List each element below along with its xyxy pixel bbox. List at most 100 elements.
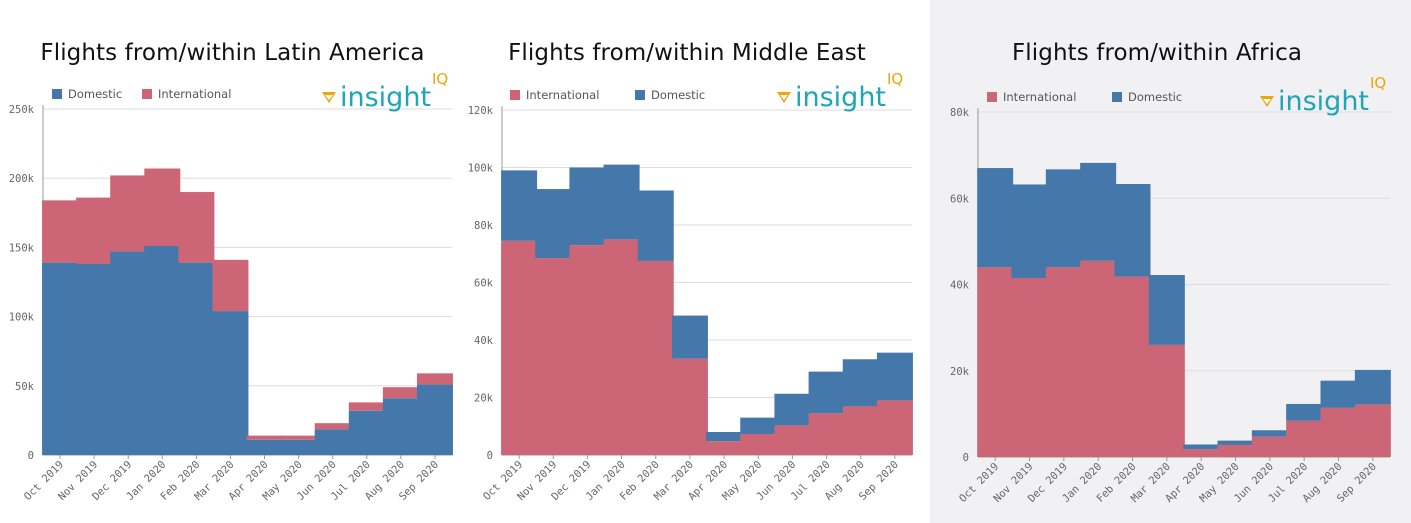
- bar-international-mar-2020: [212, 259, 249, 312]
- logo-accent: IQ: [887, 70, 903, 88]
- bar-international-jan-2020: [603, 239, 640, 455]
- legend-swatch-international: [142, 89, 152, 99]
- y-tick-label: 60k: [950, 193, 970, 205]
- bar-international-apr-2020: [1183, 449, 1220, 457]
- legend-swatch-domestic: [635, 90, 645, 100]
- bar-international-mar-2020: [1148, 344, 1185, 457]
- bar-international-feb-2020: [637, 260, 674, 455]
- bar-international-jul-2020: [1286, 420, 1323, 457]
- bar-domestic-feb-2020: [637, 190, 674, 261]
- logo-accent: IQ: [1370, 74, 1386, 92]
- bar-international-jan-2020: [144, 168, 181, 247]
- bar-domestic-dec-2019: [1045, 169, 1082, 268]
- y-tick-label: 20k: [950, 366, 970, 378]
- bar-international-dec-2019: [110, 175, 147, 252]
- logo-text: insight: [795, 82, 886, 113]
- bar-international-oct-2019: [977, 267, 1014, 457]
- bar-domestic-dec-2019: [110, 251, 147, 455]
- bar-domestic-may-2020: [1217, 440, 1254, 445]
- legend-label-international: International: [1003, 90, 1076, 104]
- bar-domestic-feb-2020: [1114, 184, 1151, 277]
- chart-title: Flights from/within Middle East: [508, 40, 866, 66]
- y-tick-label: 0: [963, 452, 969, 464]
- bar-domestic-jun-2020: [774, 393, 811, 426]
- bar-domestic-jul-2020: [348, 410, 385, 455]
- y-tick-label: 150k: [9, 242, 35, 254]
- y-tick-label: 80k: [474, 220, 494, 232]
- bar-international-nov-2019: [1011, 278, 1048, 457]
- bar-international-jan-2020: [1080, 260, 1117, 457]
- bar-domestic-feb-2020: [178, 262, 215, 455]
- legend-label-domestic: Domestic: [651, 88, 705, 102]
- bar-domestic-sep-2020: [876, 352, 913, 401]
- bar-domestic-sep-2020: [1354, 369, 1391, 405]
- bar-international-jul-2020: [808, 413, 845, 455]
- bar-domestic-apr-2020: [1183, 444, 1220, 450]
- chart-panel-middle-east: Flights from/within Middle East 120k 100k…: [452, 0, 922, 523]
- bar-domestic-jul-2020: [808, 371, 845, 414]
- bar-domestic-nov-2019: [76, 264, 113, 455]
- bar-domestic-may-2020: [280, 439, 317, 455]
- chart-title: Flights from/within Latin America: [40, 40, 425, 66]
- y-tick-label: 50k: [15, 381, 35, 393]
- y-tick-label: 80k: [950, 107, 970, 119]
- bar-domestic-aug-2020: [382, 398, 419, 455]
- bar-international-apr-2020: [246, 435, 283, 440]
- bar-international-oct-2019: [501, 240, 538, 455]
- bar-domestic-oct-2019: [977, 168, 1014, 268]
- logo-accent: IQ: [432, 70, 448, 88]
- bar-international-jun-2020: [314, 423, 351, 430]
- bar-international-jun-2020: [1251, 436, 1288, 457]
- bar-international-sep-2020: [416, 373, 453, 385]
- bar-domestic-jun-2020: [1251, 430, 1288, 437]
- bar-international-jul-2020: [348, 402, 385, 411]
- bar-international-oct-2019: [42, 200, 79, 263]
- logo-text: insight: [340, 82, 431, 113]
- legend-swatch-international: [510, 90, 520, 100]
- bar-international-dec-2019: [569, 245, 606, 455]
- bar-international-aug-2020: [842, 406, 879, 455]
- bar-international-may-2020: [740, 434, 777, 455]
- bar-international-feb-2020: [178, 192, 215, 263]
- insight-logo-icon-inner: [325, 95, 333, 100]
- insight-logo-icon-inner: [1263, 99, 1271, 104]
- bar-international-feb-2020: [1114, 276, 1151, 457]
- legend-swatch-international: [987, 92, 997, 102]
- chart-panel-latin-america: Flights from/within Latin America 250k 20…: [0, 0, 465, 523]
- bar-international-nov-2019: [76, 197, 113, 265]
- bar-domestic-jan-2020: [144, 246, 181, 455]
- bar-international-aug-2020: [1320, 407, 1357, 457]
- bar-domestic-may-2020: [740, 417, 777, 435]
- bar-domestic-nov-2019: [1011, 184, 1048, 279]
- y-tick-label: 20k: [474, 393, 494, 405]
- y-tick-label: 100k: [468, 163, 494, 175]
- bar-domestic-jul-2020: [1286, 403, 1323, 421]
- legend-label-international: International: [158, 87, 231, 101]
- bar-domestic-aug-2020: [842, 359, 879, 407]
- chart-panel-africa: Flights from/within Africa 80k 60k 40k 20k 0…: [912, 0, 1402, 523]
- bar-domestic-oct-2019: [42, 262, 79, 455]
- y-tick-label: 250k: [9, 104, 35, 116]
- bar-domestic-mar-2020: [212, 311, 249, 455]
- legend-label-domestic: Domestic: [68, 87, 122, 101]
- bar-domestic-apr-2020: [706, 432, 743, 442]
- bar-domestic-nov-2019: [535, 189, 572, 259]
- bar-international-aug-2020: [382, 387, 419, 399]
- y-tick-label: 0: [487, 450, 493, 462]
- y-tick-label: 40k: [950, 280, 970, 292]
- bar-domestic-mar-2020: [671, 315, 708, 359]
- bar-international-mar-2020: [671, 358, 708, 455]
- logo-text: insight: [1278, 86, 1369, 117]
- bar-domestic-oct-2019: [501, 170, 538, 241]
- bar-international-may-2020: [1217, 444, 1254, 457]
- legend-swatch-domestic: [52, 89, 62, 99]
- bar-international-dec-2019: [1045, 267, 1082, 457]
- bar-domestic-apr-2020: [246, 439, 283, 455]
- legend-swatch-domestic: [1112, 92, 1122, 102]
- y-tick-label: 60k: [474, 278, 494, 290]
